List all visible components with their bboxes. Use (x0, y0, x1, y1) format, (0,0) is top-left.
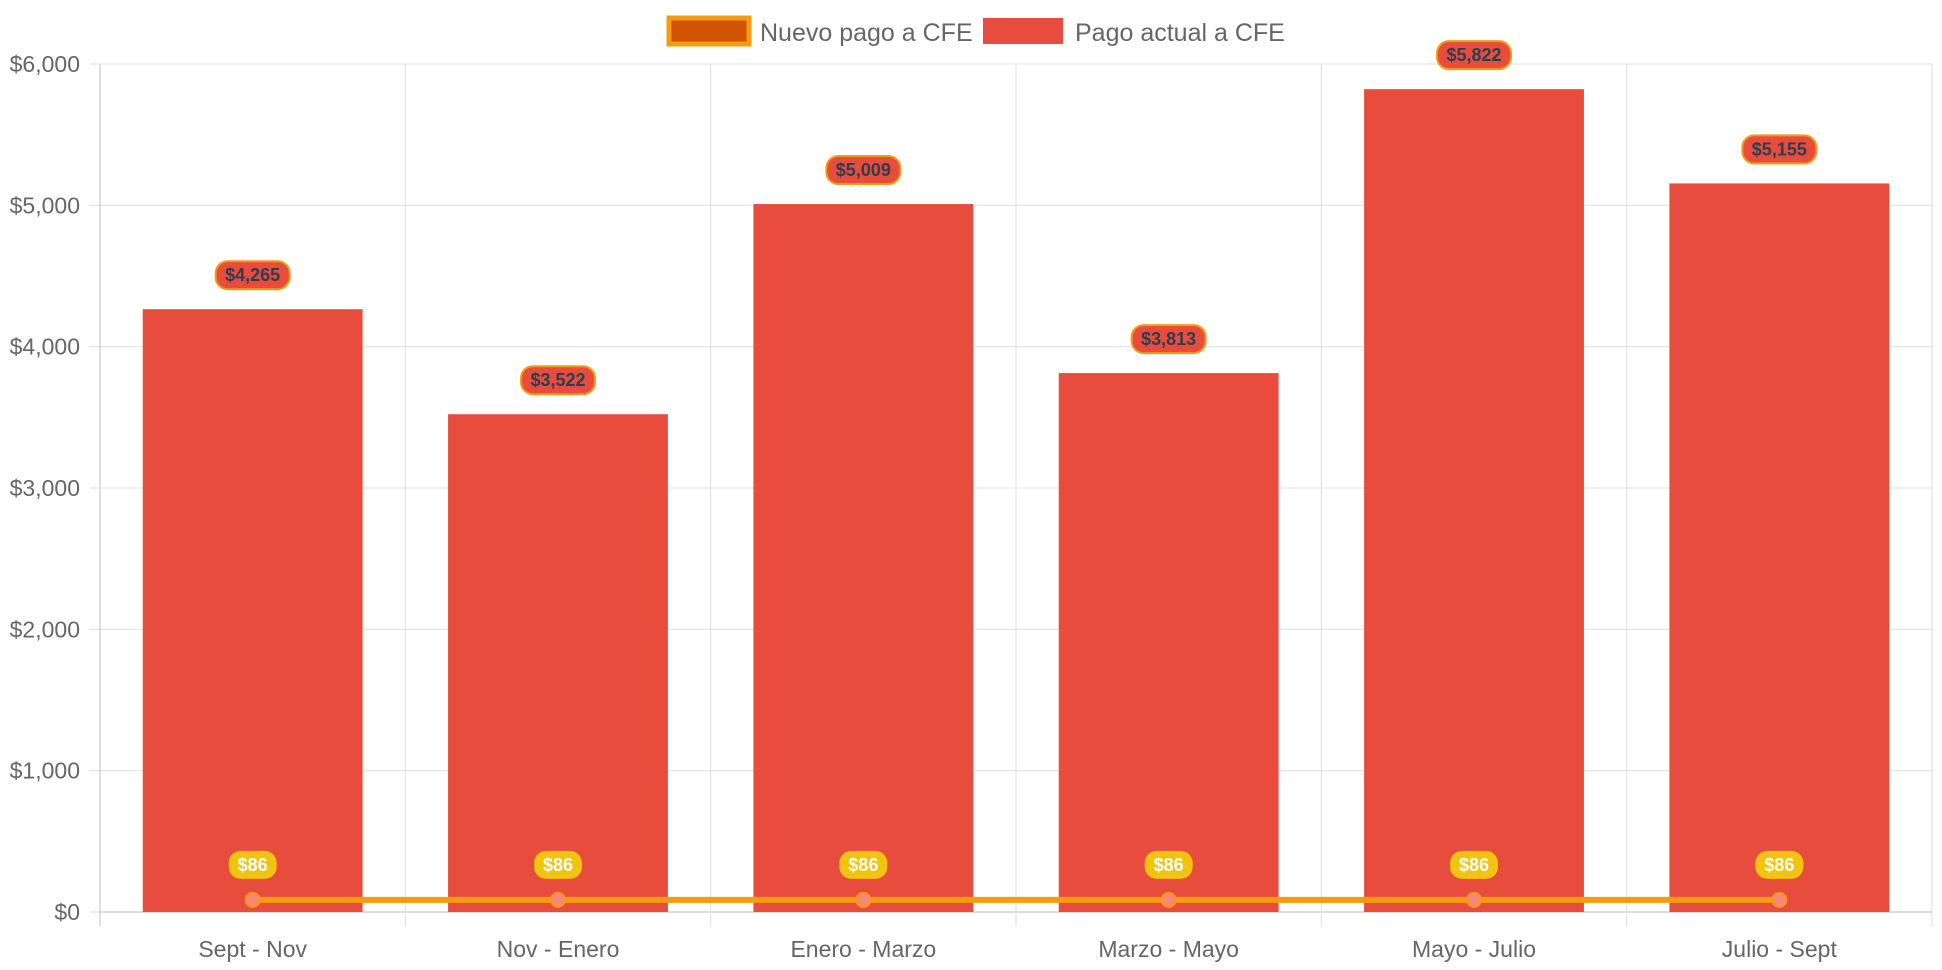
bar-label-text: $3,522 (530, 370, 585, 390)
line-point[interactable] (1771, 891, 1788, 908)
y-tick-label: $1,000 (10, 758, 80, 784)
line-series (244, 891, 1788, 908)
x-tick-label: Marzo - Mayo (1098, 936, 1239, 962)
bar-label-text: $5,009 (836, 160, 891, 180)
bar-pago-actual[interactable] (1364, 89, 1584, 912)
line-point[interactable] (855, 891, 872, 908)
y-tick-label: $6,000 (10, 51, 80, 77)
bar-label-text: $4,265 (225, 265, 280, 285)
line-label-text: $86 (543, 855, 573, 875)
legend-item-pago-actual[interactable]: Pago actual a CFE (983, 18, 1285, 47)
line-value-label: $86 (1144, 850, 1193, 879)
line-label-text: $86 (238, 855, 268, 875)
bar-label-text: $5,822 (1446, 45, 1501, 65)
bars (142, 89, 1890, 913)
line-point[interactable] (550, 891, 566, 908)
bar-pago-actual[interactable] (753, 204, 974, 912)
x-tick-label: Nov - Enero (497, 936, 620, 962)
legend[interactable]: Nuevo pago a CFE Pago actual a CFE (666, 15, 1285, 47)
line-label-text: $86 (1459, 855, 1489, 875)
line-point[interactable] (1466, 891, 1482, 908)
bar-label-text: $5,155 (1752, 139, 1807, 159)
bar-pago-actual[interactable] (1669, 183, 1890, 913)
line-label-bg (1144, 850, 1193, 879)
x-tick-label: Julio - Sept (1722, 936, 1838, 962)
line-point[interactable] (244, 891, 261, 908)
line-value-label: $86 (228, 850, 277, 879)
legend-label: Nuevo pago a CFE (760, 19, 973, 47)
line-label-text: $86 (1764, 855, 1794, 875)
bar-label-text: $3,813 (1141, 329, 1196, 349)
legend-swatch (666, 15, 752, 47)
bar-pago-actual[interactable] (1058, 373, 1279, 912)
legend-item-nuevo-pago[interactable]: Nuevo pago a CFE (666, 15, 973, 47)
y-tick-label: $5,000 (10, 192, 80, 218)
line-value-label: $86 (534, 850, 582, 879)
bar-label-bg (1741, 134, 1818, 165)
y-tick-label: $4,000 (10, 334, 80, 360)
x-tick-label: Enero - Marzo (790, 936, 936, 962)
x-tick-label: Mayo - Julio (1412, 936, 1536, 962)
data-labels: $4,265 $3,522 $5,009 $3,813 $5,822 $5,155 $86 $… (214, 40, 1818, 879)
bar-label-bg (825, 155, 902, 186)
bar-pago-actual[interactable] (142, 309, 363, 912)
axes: $0 $1,000 $2,000 $3,000 $4,000 $5,000 $6,000 Se… (10, 51, 1838, 962)
bar-value-label: $3,813 (1130, 324, 1207, 355)
y-tick-label: $3,000 (10, 475, 80, 501)
line-value-label: $86 (1755, 850, 1804, 879)
line-label-bg (534, 850, 582, 879)
x-tick-label: Sept - Nov (198, 936, 307, 962)
y-tick-label: $0 (54, 899, 80, 925)
legend-label: Pago actual a CFE (1075, 19, 1285, 47)
bar-label-bg (1436, 40, 1512, 71)
bar-value-label: $4,265 (214, 260, 291, 291)
line-label-text: $86 (1154, 855, 1184, 875)
line-label-bg (1755, 850, 1804, 879)
bar-value-label: $5,822 (1436, 40, 1512, 71)
bar-pago-actual[interactable] (448, 414, 668, 912)
bar-label-bg (1130, 324, 1207, 355)
grid (90, 63, 1933, 926)
line-point[interactable] (1160, 891, 1177, 908)
line-label-bg (839, 850, 888, 879)
line-label-bg (1450, 850, 1498, 879)
bar-value-label: $5,009 (825, 155, 902, 186)
line-label-bg (228, 850, 277, 879)
bar-label-bg (520, 365, 596, 396)
bar-label-bg (214, 260, 291, 291)
line-value-label: $86 (839, 850, 888, 879)
legend-swatch (983, 18, 1063, 44)
line-label-text: $86 (848, 855, 878, 875)
bar-value-label: $3,522 (520, 365, 596, 396)
line-value-label: $86 (1450, 850, 1498, 879)
bar-value-label: $5,155 (1741, 134, 1818, 165)
y-tick-label: $2,000 (10, 616, 80, 642)
